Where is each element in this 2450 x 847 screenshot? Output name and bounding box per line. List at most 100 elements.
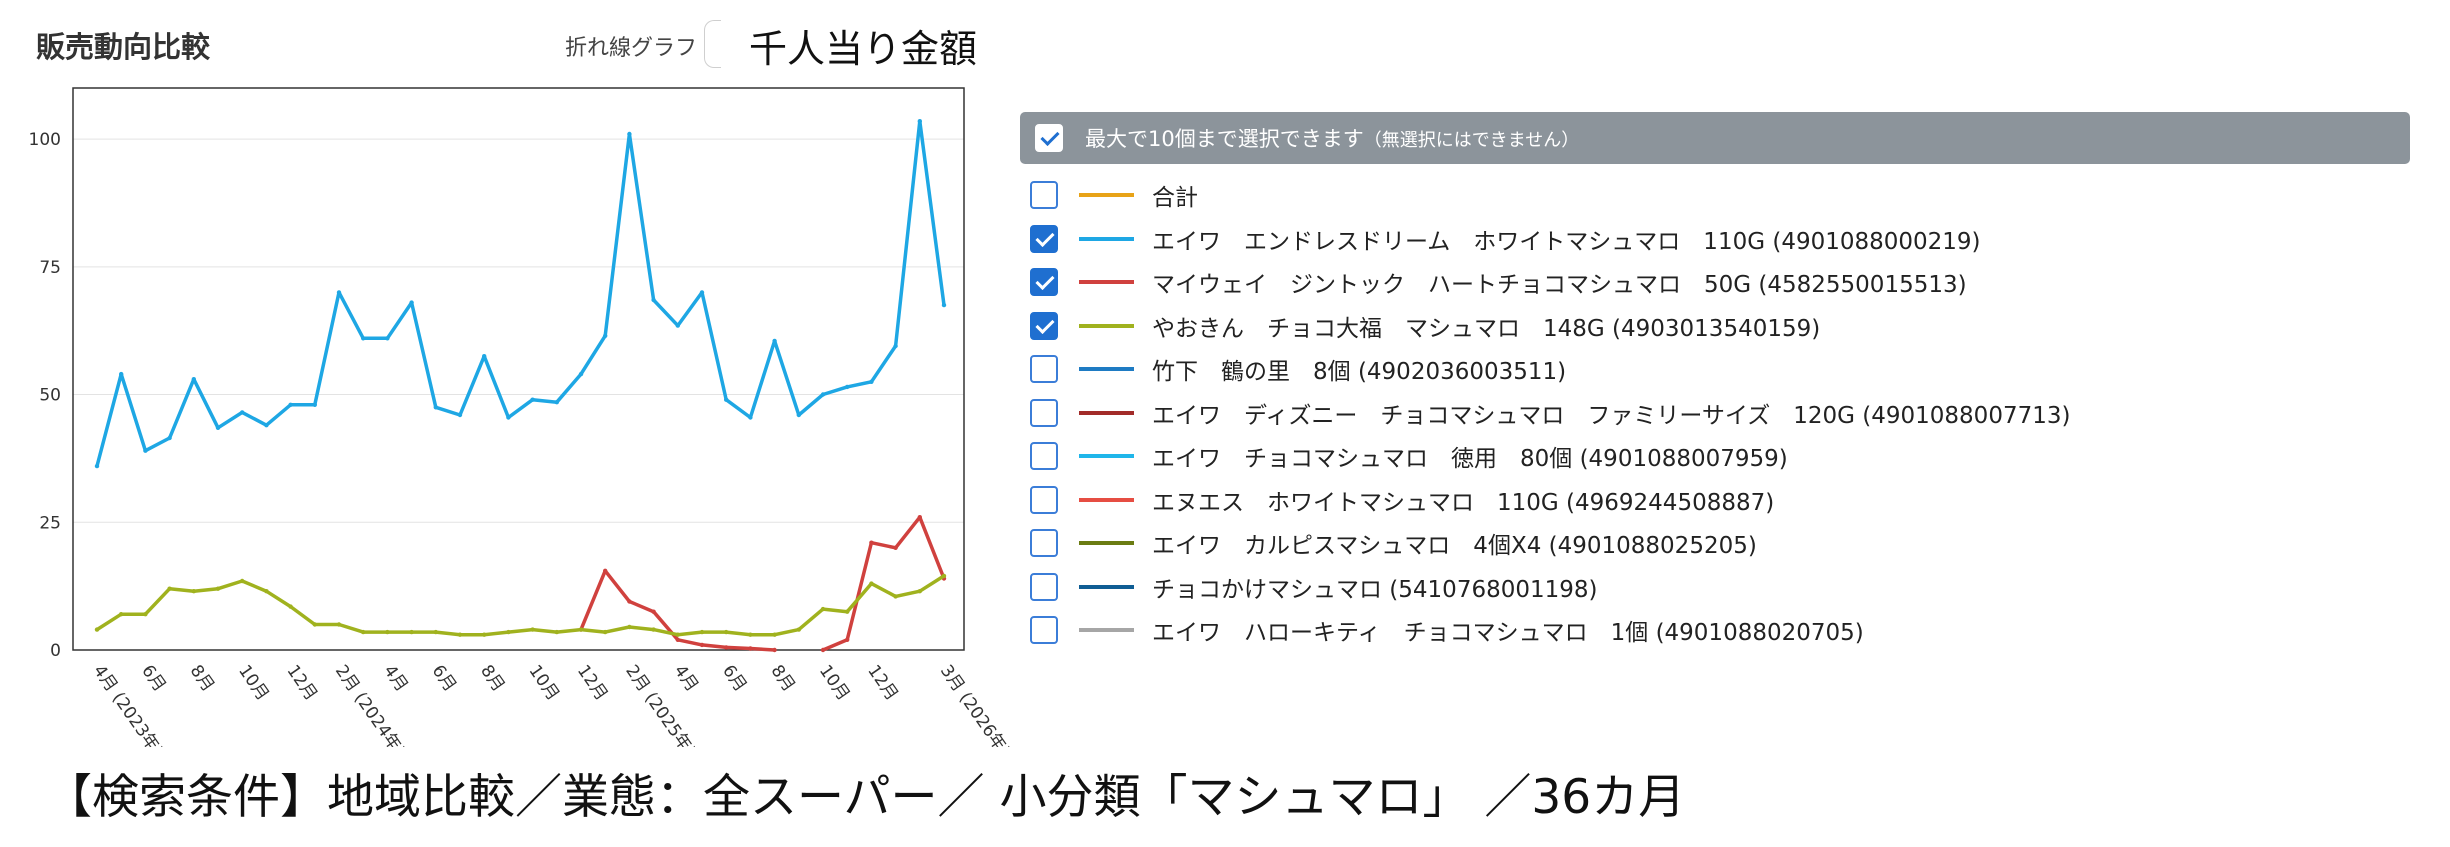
x-tick-label: 8月 <box>767 661 799 695</box>
legend-item-checkbox[interactable] <box>1030 442 1058 470</box>
legend-item[interactable]: 竹下 鶴の里 8個 (4902036003511) <box>1030 349 1566 389</box>
data-point <box>772 647 777 653</box>
data-point <box>578 627 584 632</box>
data-point <box>385 629 390 635</box>
x-tick-label: 10月 <box>815 661 854 704</box>
x-tick-label: 4月 <box>670 661 702 695</box>
data-point <box>869 581 874 586</box>
legend-color-swatch <box>1079 367 1134 371</box>
y-tick-label: 25 <box>39 513 61 533</box>
data-point <box>119 371 124 377</box>
legend-item-checkbox[interactable] <box>1030 485 1058 514</box>
data-point <box>288 604 293 609</box>
data-point <box>94 627 100 632</box>
data-point <box>264 589 269 594</box>
data-point <box>530 627 535 632</box>
legend-item[interactable]: やおきん チョコ大福 マシュマロ 148G (4903013540159) <box>1030 306 1820 346</box>
data-point <box>941 573 947 579</box>
data-point <box>554 629 559 635</box>
data-point <box>651 627 656 632</box>
data-point <box>724 629 729 635</box>
legend-item[interactable]: エイワ エンドレスドリーム ホワイトマシュマロ 110G (4901088000… <box>1030 219 1981 259</box>
legend-item[interactable]: チョコかけマシュマロ (5410768001198) <box>1030 567 1598 607</box>
legend-item-checkbox[interactable] <box>1030 224 1058 253</box>
legend-item[interactable]: エイワ ハローキティ チョコマシュマロ 1個 (4901088020705) <box>1030 610 1864 650</box>
y-tick-label: 75 <box>39 258 61 278</box>
legend-item[interactable]: マイウェイ ジントック ハートチョコマシュマロ 50G (45825500155… <box>1030 262 1967 302</box>
legend-item-checkbox[interactable] <box>1030 616 1058 644</box>
data-point <box>385 336 390 341</box>
data-point <box>482 632 487 637</box>
y-tick-label: 50 <box>39 386 61 406</box>
data-point <box>240 410 245 415</box>
legend-item-label: エヌエス ホワイトマシュマロ 110G (4969244508887) <box>1152 489 1775 516</box>
select-all-checkbox[interactable] <box>1035 124 1063 152</box>
data-point <box>675 637 680 642</box>
data-point <box>143 612 148 617</box>
data-point <box>796 412 801 418</box>
legend-item-label: やおきん チョコ大福 マシュマロ 148G (4903013540159) <box>1152 315 1821 342</box>
page-title: 販売動向比較 <box>36 30 211 64</box>
data-point <box>240 578 245 584</box>
plot-area <box>73 88 964 650</box>
series-line <box>95 119 946 468</box>
legend-color-swatch <box>1079 323 1134 328</box>
x-tick-label: 12月 <box>573 661 612 704</box>
data-point <box>167 435 172 441</box>
x-tick-label: 6月 <box>137 661 169 695</box>
data-point <box>578 371 584 377</box>
data-point <box>506 629 511 635</box>
data-point <box>603 333 608 338</box>
legend-item-label: エイワ カルピスマシュマロ 4個X4 (4901088025205) <box>1152 533 1757 559</box>
data-point <box>748 415 753 420</box>
data-point <box>482 354 487 359</box>
chart-mode-toggle[interactable] <box>704 20 721 68</box>
data-point <box>457 632 463 637</box>
data-point <box>94 463 100 469</box>
legend-item[interactable]: エヌエス ホワイトマシュマロ 110G (4969244508887) <box>1030 480 1774 520</box>
legend-header-note: （無選択にはできません） <box>1363 130 1580 151</box>
data-point <box>820 647 826 653</box>
legend-item[interactable]: 合計 <box>1030 175 1198 215</box>
legend-item-checkbox[interactable] <box>1030 398 1058 427</box>
data-point <box>312 402 317 407</box>
data-point <box>869 379 874 384</box>
legend-item-label: 合計 <box>1152 185 1198 211</box>
data-point <box>167 586 172 591</box>
legend-item-checkbox[interactable] <box>1030 355 1058 383</box>
legend-item[interactable]: エイワ ディズニー チョコマシュマロ ファミリーサイズ 120G (490108… <box>1030 393 2070 433</box>
legend-header-text: 最大で10個まで選択できます <box>1085 127 1364 151</box>
data-point <box>699 290 705 295</box>
data-point <box>869 540 874 545</box>
data-point <box>627 599 632 604</box>
search-conditions-caption: 【検索条件】地域比較／業態：全スーパー／ 小分類「マシュマロ」 ／36カ月 <box>45 770 1686 825</box>
data-point <box>409 629 414 635</box>
legend-item[interactable]: エイワ チョコマシュマロ 徳用 80個 (4901088007959) <box>1030 436 1788 476</box>
data-point <box>748 632 753 637</box>
data-point <box>917 589 922 594</box>
data-point <box>215 425 221 430</box>
data-point <box>409 300 414 305</box>
y-tick-label: 0 <box>50 641 61 661</box>
legend-item-checkbox[interactable] <box>1030 529 1058 557</box>
x-tick-label: 6月 <box>718 661 750 695</box>
data-point <box>603 568 608 573</box>
data-point <box>530 397 535 402</box>
legend-color-swatch <box>1079 280 1134 284</box>
x-tick-label: 10月 <box>525 661 564 704</box>
legend-color-swatch <box>1079 236 1134 241</box>
legend-item-label: エイワ チョコマシュマロ 徳用 80個 (4901088007959) <box>1152 446 1788 472</box>
legend-item-checkbox[interactable] <box>1030 311 1058 340</box>
metric-title: 千人当り金額 <box>749 27 978 71</box>
legend-item-label: エイワ ディズニー チョコマシュマロ ファミリーサイズ 120G (490108… <box>1152 402 2071 429</box>
legend-item-label: 竹下 鶴の里 8個 (4902036003511) <box>1152 359 1567 385</box>
legend-item-checkbox[interactable] <box>1030 181 1058 209</box>
legend-item[interactable]: エイワ カルピスマシュマロ 4個X4 (4901088025205) <box>1030 523 1757 563</box>
x-tick-label: 4月 <box>379 661 411 695</box>
data-point <box>917 515 922 520</box>
x-tick-label: 8月 <box>186 661 218 695</box>
legend-item-checkbox[interactable] <box>1030 572 1058 601</box>
legend-item-checkbox[interactable] <box>1030 268 1058 296</box>
legend-header: 最大で10個まで選択できます（無選択にはできません） <box>1020 112 2410 164</box>
data-point <box>893 594 898 599</box>
